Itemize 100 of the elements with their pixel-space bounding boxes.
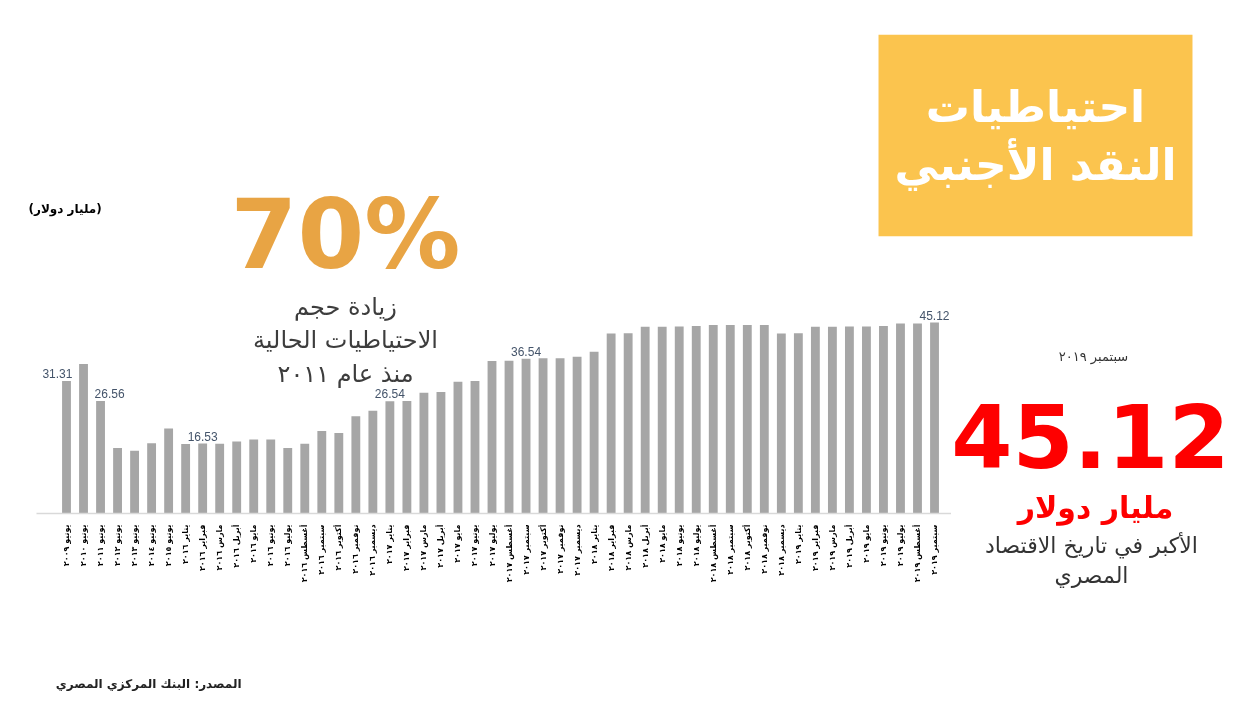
text: المصدر: البنك المركزي المصري bbox=[55, 676, 242, 691]
x-tick-label: أكتوبر ٢٠١٨ bbox=[741, 524, 752, 571]
x-tick-label: سبتمبر ٢٠١٨ bbox=[725, 524, 735, 575]
bar bbox=[62, 380, 71, 514]
bar bbox=[436, 392, 446, 514]
bar bbox=[96, 401, 105, 514]
x-tick-label: مارس ٢٠١٨ bbox=[623, 524, 634, 571]
annotation: 45.12 bbox=[951, 385, 1230, 489]
bar bbox=[742, 325, 752, 514]
bar bbox=[657, 326, 667, 514]
x-tick-label: فبراير ٢٠١٧ bbox=[402, 524, 412, 572]
bar bbox=[368, 410, 378, 514]
x-tick-label: أبريل ٢٠١٨ bbox=[639, 524, 650, 568]
x-tick-label: نوفمبر ٢٠١٧ bbox=[555, 524, 565, 574]
x-tick-label: يونيو ٢٠١٤ bbox=[147, 524, 157, 567]
bar bbox=[317, 430, 327, 514]
bar bbox=[215, 443, 225, 514]
x-tick-label: أغسطس ٢٠١٩ bbox=[912, 524, 923, 583]
x-tick-label: مايو ٢٠١٧ bbox=[453, 524, 463, 563]
bar bbox=[759, 325, 769, 514]
data-label: 16.53 bbox=[187, 429, 218, 444]
bar bbox=[181, 444, 191, 514]
bar bbox=[538, 358, 548, 514]
bar bbox=[810, 326, 820, 514]
bar bbox=[862, 326, 871, 514]
x-tick-label: مايو ٢٠١٩ bbox=[861, 524, 871, 563]
data-label: 31.31 bbox=[42, 366, 73, 381]
x-tick-label: فبراير ٢٠١٨ bbox=[606, 524, 616, 572]
bar bbox=[232, 441, 242, 514]
x-tick-label: سبتمبر ٢٠١٩ bbox=[930, 524, 940, 575]
bar bbox=[930, 322, 939, 514]
x-tick-label: سبتمبر ٢٠١٧ bbox=[521, 524, 531, 575]
x-tick-label: يوليو ٢٠١٨ bbox=[691, 524, 701, 567]
x-tick-label: يوليو ٢٠١٦ bbox=[283, 524, 293, 567]
bar bbox=[504, 360, 514, 514]
text: سبتمبر ٢٠١٩ bbox=[1058, 349, 1129, 365]
x-tick-label: أكتوبر ٢٠١٦ bbox=[333, 524, 344, 571]
x-tick-label: يونيو ٢٠١١ bbox=[96, 524, 106, 567]
bar bbox=[385, 401, 395, 514]
x-tick-label: يناير ٢٠١٨ bbox=[589, 524, 599, 565]
bar bbox=[725, 325, 735, 514]
x-tick-label: يونيو ٢٠١٣ bbox=[130, 524, 140, 567]
x-tick-label: فبراير ٢٠١٦ bbox=[198, 524, 208, 572]
x-tick-label: ديسمبر ٢٠١٨ bbox=[776, 524, 786, 576]
bar bbox=[691, 325, 701, 514]
bar bbox=[198, 443, 208, 514]
bar bbox=[487, 361, 497, 514]
x-tick-label: أغسطس ٢٠١٧ bbox=[503, 524, 515, 583]
bar bbox=[283, 447, 293, 514]
x-tick-label: نوفمبر ٢٠١٦ bbox=[351, 524, 361, 574]
x-tick-label: يونيو ٢٠١٨ bbox=[674, 524, 684, 567]
bar bbox=[844, 326, 854, 514]
bar bbox=[589, 351, 599, 514]
chart-title: احتياطيات النقد الأجنبي bbox=[894, 80, 1177, 192]
bar bbox=[674, 326, 684, 514]
bar bbox=[827, 326, 837, 514]
bar bbox=[79, 364, 88, 514]
x-tick-label: مارس ٢٠١٩ bbox=[827, 524, 838, 571]
bar bbox=[147, 443, 157, 514]
bar bbox=[555, 358, 565, 514]
bar bbox=[113, 447, 122, 514]
x-tick-label: يوليو ٢٠١٩ bbox=[895, 524, 905, 567]
x-tick-label: سبتمبر ٢٠١٦ bbox=[317, 524, 327, 575]
bar bbox=[453, 381, 463, 514]
data-label: 26.56 bbox=[94, 387, 125, 402]
bar bbox=[402, 400, 412, 514]
bar bbox=[623, 333, 633, 514]
x-tick-label: أغسطس ٢٠١٨ bbox=[707, 524, 719, 583]
x-tick-label: يونيو ٢٠١٠ bbox=[79, 524, 89, 567]
text: الأكبر في تاريخ الاقتصاد المصري bbox=[985, 531, 1198, 588]
x-tick-label: مارس ٢٠١٧ bbox=[419, 524, 430, 571]
bar bbox=[913, 323, 922, 514]
x-tick-label: نوفمبر ٢٠١٨ bbox=[759, 524, 769, 574]
x-tick-label: يوليو ٢٠١٧ bbox=[487, 524, 497, 567]
x-tick-label: يونيو ٢٠١٩ bbox=[878, 524, 888, 567]
bar bbox=[300, 443, 310, 514]
bar bbox=[640, 326, 650, 514]
x-tick-label: مايو ٢٠١٦ bbox=[249, 524, 259, 563]
bar bbox=[521, 358, 531, 514]
data-label: 26.54 bbox=[374, 387, 406, 402]
x-tick-label: أبريل ٢٠١٦ bbox=[231, 524, 242, 568]
bar bbox=[606, 333, 616, 514]
x-tick-label: مارس ٢٠١٦ bbox=[215, 524, 226, 571]
data-label: 36.54 bbox=[511, 344, 542, 359]
x-tick-label: يونيو ٢٠٠٩ bbox=[62, 524, 71, 567]
x-tick-label: أغسطس ٢٠١٦ bbox=[299, 524, 311, 583]
x-tick-label: أبريل ٢٠١٧ bbox=[435, 524, 446, 568]
x-tick-label: يناير ٢٠١٦ bbox=[181, 524, 191, 565]
x-tick-label: يونيو ٢٠١٢ bbox=[113, 524, 123, 567]
bar bbox=[130, 450, 140, 514]
bar bbox=[266, 439, 276, 514]
x-tick-label: يونيو ٢٠١٦ bbox=[266, 524, 276, 567]
x-tick-label: يناير ٢٠١٧ bbox=[385, 524, 395, 565]
x-tick-label: يناير ٢٠١٩ bbox=[793, 524, 803, 565]
x-tick-label: أكتوبر ٢٠١٧ bbox=[537, 524, 548, 571]
bar bbox=[572, 356, 582, 514]
data-label: 45.12 bbox=[919, 308, 950, 323]
bar bbox=[793, 333, 803, 514]
text: (مليار دولار) bbox=[28, 201, 102, 217]
text: مليار دولار bbox=[1015, 490, 1174, 526]
